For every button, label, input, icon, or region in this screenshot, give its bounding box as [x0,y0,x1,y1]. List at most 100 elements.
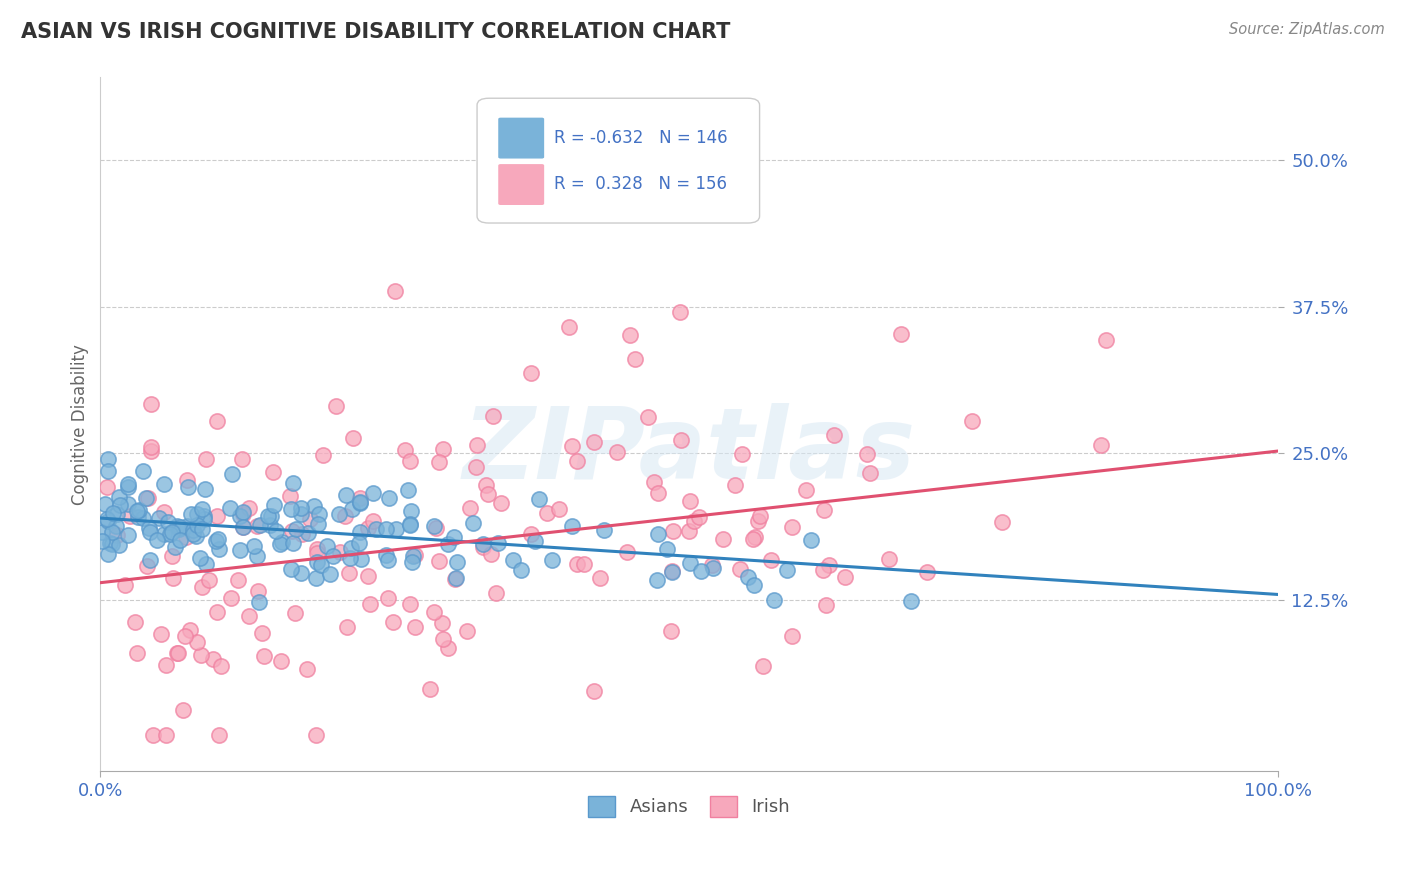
Point [661,564,683,578]
Point [690,564,713,578]
Point [486,536,509,550]
Point [159,526,181,541]
Point [186,507,208,521]
Point [209,659,232,673]
Point [647,526,669,541]
Point [142,728,165,742]
Point [114,578,136,592]
Point [561,439,583,453]
Point [195,557,218,571]
Point [429,554,451,568]
Point [655,541,678,556]
Point [384,284,406,298]
Text: R =  0.328   N = 156: R = 0.328 N = 156 [554,175,727,194]
Point [432,442,454,456]
Point [219,591,242,606]
Point [176,473,198,487]
Point [724,477,747,491]
Point [305,541,328,556]
Point [98,536,121,550]
Point [107,538,129,552]
Point [385,522,408,536]
Point [105,508,128,522]
Point [567,454,589,468]
Point [283,475,305,490]
Point [349,491,371,506]
Point [246,549,269,564]
Point [520,526,543,541]
Point [814,598,837,612]
Point [811,563,834,577]
Point [132,464,155,478]
Point [155,728,177,742]
Point [264,524,287,539]
Point [246,519,269,533]
Point [394,442,416,457]
Point [307,546,329,560]
Point [350,552,373,566]
Point [325,400,347,414]
Point [399,504,422,518]
Point [138,521,160,535]
Point [328,507,350,521]
Point [475,478,498,492]
Point [249,518,271,533]
Point [823,428,845,442]
Point [752,658,775,673]
Point [342,431,364,445]
Point [194,482,217,496]
FancyBboxPatch shape [477,98,759,223]
Point [742,578,765,592]
Point [713,532,735,546]
Point [361,514,384,528]
Point [510,563,533,577]
Point [193,508,215,523]
Point [477,486,499,500]
Point [259,518,281,533]
Text: Source: ZipAtlas.com: Source: ZipAtlas.com [1229,22,1385,37]
Point [128,503,150,517]
Point [541,553,564,567]
Point [582,684,605,698]
Point [471,540,494,554]
Point [463,516,485,530]
Point [482,409,505,423]
Point [97,514,120,528]
Point [169,533,191,548]
Point [226,574,249,588]
Point [465,459,488,474]
Point [153,527,176,541]
Point [256,508,278,523]
Point [167,522,190,536]
Point [485,586,508,600]
Point [105,519,128,533]
Point [280,524,302,538]
Point [238,609,260,624]
Point [856,447,879,461]
Point [737,570,759,584]
Text: ZIPatlas: ZIPatlas [463,403,915,500]
Point [436,537,458,551]
Point [572,557,595,571]
Point [582,435,605,450]
Point [302,499,325,513]
FancyBboxPatch shape [498,164,544,205]
Point [357,521,380,535]
Point [489,496,512,510]
Point [427,455,450,469]
Point [547,502,569,516]
Point [817,558,839,573]
Point [269,536,291,550]
Point [208,541,231,556]
Point [336,620,359,634]
Legend: Asians, Irish: Asians, Irish [581,789,797,824]
Point [172,703,194,717]
FancyBboxPatch shape [498,118,544,159]
Point [136,491,159,505]
Point [702,561,724,575]
Point [423,519,446,533]
Point [529,492,551,507]
Point [683,514,706,528]
Point [813,503,835,517]
Point [219,501,242,516]
